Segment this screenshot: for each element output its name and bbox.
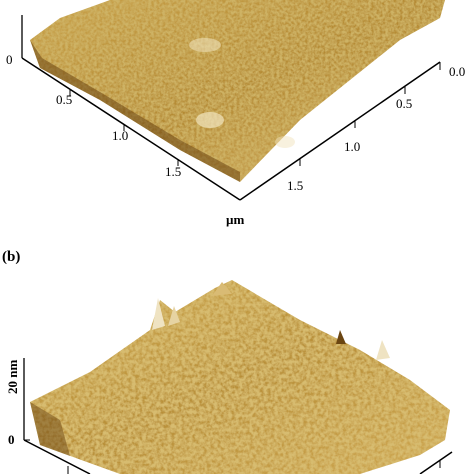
panel-a-highlight (189, 38, 221, 52)
panel-b-peak (212, 282, 232, 296)
panel-a-right-tick-label: 1.5 (287, 178, 303, 193)
panel-b-peak (336, 330, 346, 344)
panel-b-peak (376, 340, 390, 360)
panel-a-edge-shadow (30, 40, 240, 182)
panel-a-surface (30, 0, 445, 182)
panel-a-unit-label: µm (226, 212, 244, 227)
panel-a-left-tick-label: 1.0 (112, 128, 128, 143)
panel-a-right-tick-label: 1.0 (344, 139, 360, 154)
panel-a-right-tick-label: 0.5 (396, 96, 412, 111)
panel-a-right-tick-label: 0.0 (449, 64, 465, 79)
panel-b-z-label: 20 nm (5, 360, 20, 394)
panel-b-label: (b) (2, 249, 20, 265)
panel-b-peak (168, 306, 180, 326)
panel-b-left-axis (23, 439, 91, 474)
panel-b-peak (152, 298, 165, 330)
panel-a: 0 0.5 1.0 1.5 0.0 0.5 1.0 1.5 µm (6, 0, 465, 227)
panel-a-left-tick-label: 0.5 (56, 92, 72, 107)
panel-b-surface (30, 280, 450, 474)
panel-a-highlight (275, 136, 295, 148)
panel-b-edge-shadow (30, 402, 70, 456)
panel-b: (b) 20 nm 0 (2, 249, 453, 474)
panel-b-z-zero: 0 (8, 432, 15, 447)
panel-a-left-axis (21, 57, 241, 201)
panel-a-highlight (196, 112, 224, 128)
panel-b-right-axis (419, 451, 453, 474)
panel-a-left-tick-label: 1.5 (165, 164, 181, 179)
panel-a-right-axis (239, 61, 441, 201)
panel-a-z-zero: 0 (6, 52, 13, 67)
